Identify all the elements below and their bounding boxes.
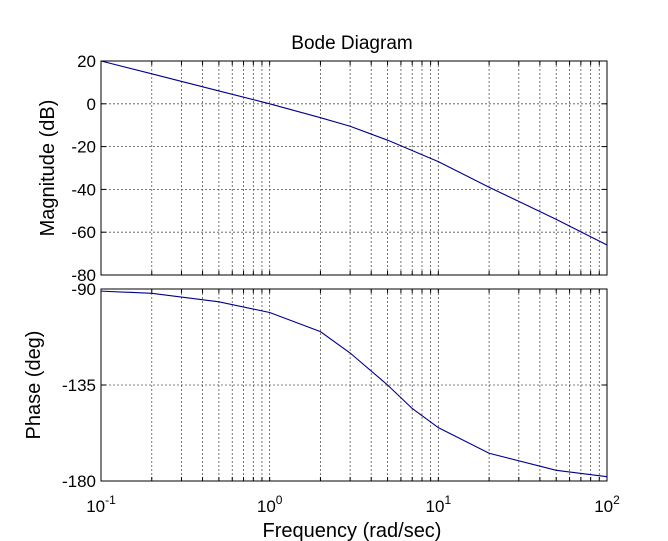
x-tick-exponent: -1: [105, 493, 116, 507]
phase-points: [101, 291, 607, 477]
magnitude-y-tick-label: -20: [71, 138, 96, 157]
x-tick-label: 100: [257, 493, 283, 516]
x-tick-base: 10: [426, 497, 445, 516]
magnitude-y-tick-label: -80: [71, 266, 96, 285]
x-tick-label: 101: [426, 493, 452, 516]
x-tick-label: 102: [594, 493, 620, 516]
x-tick-label: 10-1: [86, 493, 116, 516]
x-tick-exponent: 1: [444, 493, 451, 507]
x-tick-base: 10: [594, 497, 613, 516]
magnitude-y-ticks: 20 0 -20 -40 -60 -80: [71, 52, 607, 285]
phase-y-tick-label: -90: [71, 280, 96, 299]
magnitude-y-tick-label: 0: [87, 95, 96, 114]
phase-grid: [101, 289, 607, 481]
x-tick-exponent: 2: [613, 493, 620, 507]
magnitude-y-tick-label: -60: [71, 223, 96, 242]
phase-y-tick-label: -135: [62, 376, 96, 395]
x-axis-label: Frequency (rad/sec): [263, 520, 442, 541]
x-tick-base: 10: [86, 497, 105, 516]
magnitude-points: [101, 61, 607, 245]
chart-title: Bode Diagram: [291, 33, 412, 54]
x-tick-exponent: 0: [276, 493, 283, 507]
phase-y-tick-label: -180: [62, 472, 96, 491]
magnitude-y-tick-label: 20: [77, 52, 96, 71]
phase-series-line: [100, 290, 608, 478]
x-tick-base: 10: [257, 497, 276, 516]
phase-y-ticks: -90 -135 -180: [62, 280, 607, 491]
magnitude-y-axis-label: Magnitude (dB): [37, 100, 59, 237]
magnitude-series-line: [100, 60, 608, 246]
magnitude-y-tick-label: -40: [71, 180, 96, 199]
x-axis-ticks: 10-1 100 101 102: [86, 493, 620, 516]
magnitude-grid: [101, 61, 607, 275]
magnitude-axes-frame: [100, 60, 608, 276]
phase-y-axis-label: Phase (deg): [23, 331, 45, 440]
